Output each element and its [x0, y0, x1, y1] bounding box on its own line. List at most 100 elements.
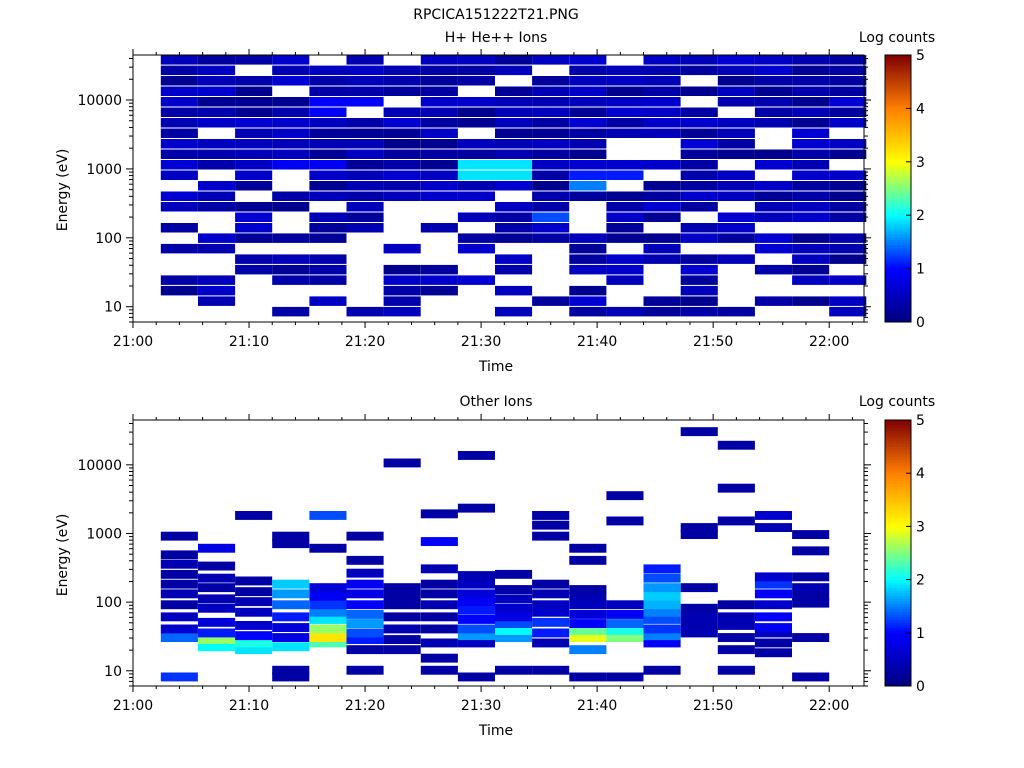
- heatmap-cell: [569, 118, 607, 128]
- colorbar-swatch: [885, 547, 911, 551]
- colorbar-swatch: [885, 308, 911, 312]
- heatmap-cell: [532, 181, 570, 191]
- heatmap-cell: [680, 275, 718, 285]
- heatmap-cell: [717, 65, 755, 76]
- colorbar-swatch: [885, 153, 911, 157]
- colorbar-swatch: [885, 443, 911, 447]
- heatmap-cell: [457, 275, 495, 285]
- heatmap-cell: [680, 603, 718, 613]
- colorbar-swatch: [885, 279, 911, 283]
- x-tick-label: 21:30: [461, 698, 501, 714]
- colorbar-swatch: [885, 457, 911, 461]
- heatmap-cell: [717, 55, 755, 65]
- heatmap-cell: [569, 128, 607, 138]
- colorbar-swatch: [885, 465, 911, 469]
- colorbar-label-top: Log counts: [859, 30, 935, 46]
- heatmap-cell: [792, 254, 830, 264]
- colorbar-swatch: [885, 473, 911, 477]
- heatmap-cells: [160, 427, 830, 682]
- colorbar-swatch: [885, 124, 911, 128]
- heatmap-cell: [829, 65, 867, 76]
- colorbar-swatch: [885, 499, 911, 503]
- heatmap-cell: [457, 181, 495, 191]
- heatmap-cell: [569, 591, 607, 601]
- heatmap-cell: [643, 583, 681, 593]
- x-axis-label: Time: [478, 723, 513, 739]
- heatmap-cell: [569, 543, 607, 553]
- heatmap-cell: [792, 672, 830, 682]
- heatmap-cell: [160, 624, 198, 634]
- heatmap-cell: [346, 628, 384, 638]
- colorbar-swatch: [885, 534, 911, 538]
- heatmap-cell: [383, 296, 421, 306]
- heatmap-cell: [643, 86, 681, 96]
- heatmap-cell: [717, 212, 755, 222]
- heatmap-cell: [235, 202, 273, 212]
- heatmap-cell: [198, 642, 236, 652]
- heatmap-cell: [383, 65, 421, 76]
- colorbar-swatch: [885, 510, 911, 514]
- heatmap-cell: [495, 665, 533, 675]
- heatmap-cell: [829, 306, 867, 317]
- colorbar-swatch: [885, 185, 911, 189]
- heatmap-cell: [272, 139, 310, 149]
- heatmap-other-ions: 21:00 21:10 21:20 21:30 21:40 21:50 22:00 10 100…: [77, 414, 871, 714]
- heatmap-cell: [383, 243, 421, 254]
- heatmap-cell: [495, 254, 533, 264]
- heatmap-cell: [680, 264, 718, 275]
- colorbar-swatch: [885, 489, 911, 493]
- colorbar-swatch: [885, 247, 911, 251]
- heatmap-cell: [606, 212, 644, 222]
- heatmap-cell: [643, 243, 681, 254]
- heatmap-cell: [569, 97, 607, 107]
- colorbar-swatch: [885, 169, 911, 173]
- heatmap-cell: [309, 583, 347, 593]
- heatmap-cell: [346, 139, 384, 149]
- heatmap-cell: [160, 531, 198, 541]
- heatmap-cell: [532, 296, 570, 306]
- heatmap-cell: [309, 107, 347, 117]
- heatmap-cell: [606, 275, 644, 285]
- heatmap-cell: [160, 118, 198, 128]
- heatmap-cell: [420, 97, 458, 107]
- heatmap-cell: [420, 107, 458, 117]
- heatmap-cell: [235, 576, 273, 586]
- heatmap-cell: [309, 149, 347, 159]
- heatmap-cell: [717, 645, 755, 655]
- heatmap-cell: [346, 568, 384, 578]
- heatmap-cell: [792, 55, 830, 65]
- heatmap-cell: [829, 118, 867, 128]
- heatmap-cell: [457, 97, 495, 107]
- heatmap-cell: [606, 619, 644, 628]
- heatmap-cell: [309, 591, 347, 601]
- colorbar-swatch: [885, 81, 911, 85]
- heatmap-cell: [754, 296, 792, 306]
- heatmap-cell: [680, 628, 718, 638]
- heatmap-cell: [495, 128, 533, 138]
- heatmap-cell: [160, 550, 198, 560]
- colorbar-swatch: [885, 624, 911, 628]
- heatmap-cell: [829, 243, 867, 254]
- colorbar-swatch: [885, 592, 911, 596]
- heatmap-cell: [717, 440, 755, 450]
- heatmap-cell: [235, 631, 273, 641]
- colorbar-swatch: [885, 646, 911, 650]
- colorbar-swatch: [885, 300, 911, 304]
- heatmap-cell: [160, 97, 198, 107]
- colorbar-swatch: [885, 545, 911, 549]
- heatmap-cell: [383, 645, 421, 655]
- colorbar-swatch: [885, 204, 911, 208]
- heatmap-cell: [680, 118, 718, 128]
- colorbar-swatch: [885, 241, 911, 245]
- heatmap-cell: [717, 223, 755, 233]
- heatmap-cell: [829, 254, 867, 264]
- heatmap-cell: [754, 86, 792, 96]
- heatmap-cell: [829, 86, 867, 96]
- colorbar-swatch: [885, 446, 911, 450]
- x-axis-label: Time: [478, 359, 513, 375]
- heatmap-cell: [235, 511, 273, 520]
- colorbar-swatch: [885, 129, 911, 133]
- heatmap-cell: [569, 610, 607, 619]
- colorbar-swatch: [885, 478, 911, 482]
- heatmap-cell: [235, 55, 273, 65]
